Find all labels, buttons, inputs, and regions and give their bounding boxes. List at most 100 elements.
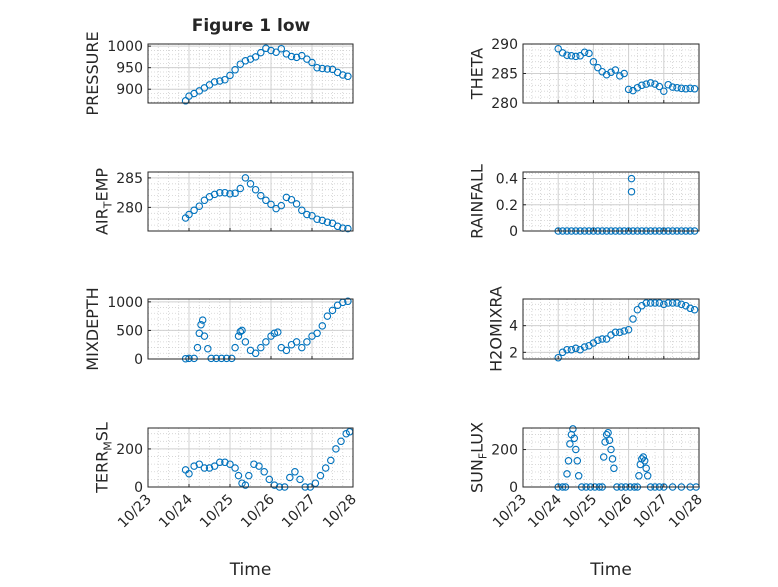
h2omixra-point <box>563 345 571 354</box>
theta-point <box>563 51 571 59</box>
theta-point <box>558 49 567 57</box>
rainfall-ytick-label: 0 <box>509 224 518 240</box>
figure-title: Figure 1 low <box>192 16 311 36</box>
terr_msl-point <box>200 464 209 472</box>
sun_flux-xtick-label: 10/24 <box>525 491 565 531</box>
sun_flux-point <box>635 472 643 480</box>
mixdepth-point <box>204 344 212 353</box>
theta-point <box>602 70 611 79</box>
terr_msl-point <box>216 458 224 467</box>
theta-point <box>660 87 668 95</box>
terr_msl-point <box>234 471 243 480</box>
rainfall-ytick-label: 0.2 <box>496 198 518 214</box>
pressure-point <box>257 48 265 57</box>
air_temp-point <box>308 211 316 220</box>
air_temp-point <box>236 184 245 193</box>
sun_flux-point <box>564 457 573 465</box>
theta-point <box>664 80 672 89</box>
terr_msl-point <box>332 445 340 453</box>
theta-point <box>633 83 642 92</box>
terr_msl-ytick-label: 200 <box>116 442 143 458</box>
mixdepth-point <box>251 349 260 358</box>
sun_flux-point <box>599 453 608 461</box>
air_temp-point <box>333 222 342 231</box>
terr_msl-ylabel: TERRMSL <box>93 422 115 494</box>
mixdepth-point <box>344 297 352 306</box>
air_temp-point <box>292 200 301 208</box>
terr_msl-point <box>337 437 345 446</box>
theta-point <box>682 85 690 93</box>
pressure-point <box>339 71 347 79</box>
air_temp-point <box>318 216 327 225</box>
h2omixra-point <box>580 343 589 351</box>
terr_msl-point <box>185 469 193 478</box>
pressure-point <box>318 64 327 73</box>
terr_msl-point <box>226 460 234 468</box>
theta-point <box>655 82 664 91</box>
mixdepth-point <box>262 338 270 346</box>
air_temp-point <box>195 202 204 210</box>
sun_flux-xtick-label: 10/27 <box>631 492 671 532</box>
sun_flux-xtick-label: 10/25 <box>560 492 600 532</box>
h2omixra-point <box>646 299 655 307</box>
pressure-point <box>210 78 219 86</box>
mixdepth-point <box>318 322 327 330</box>
air_temp-point <box>313 215 321 223</box>
theta-point <box>589 57 598 66</box>
h2omixra-point <box>554 353 562 362</box>
theta-point <box>620 69 628 78</box>
theta-point <box>642 80 650 88</box>
mixdepth-point <box>185 354 193 363</box>
terr_msl-point <box>221 458 229 467</box>
h2omixra-point <box>594 336 602 345</box>
mixdepth-point <box>231 343 239 352</box>
terr_msl-xtick-label: 10/27 <box>279 492 319 532</box>
sun_flux-point <box>602 430 611 439</box>
rainfall-axes-box <box>522 171 700 232</box>
terr_msl-xtick-label: 10/25 <box>197 492 237 532</box>
terr_msl-xtick-label: 10/26 <box>238 491 278 531</box>
air_temp-point <box>200 196 209 205</box>
pressure-point <box>267 46 275 55</box>
air_temp-point <box>287 195 296 204</box>
mixdepth-point <box>238 326 246 335</box>
pressure-point <box>221 75 229 84</box>
air_temp-ytick-label: 280 <box>116 200 143 216</box>
pressure-point <box>226 71 234 80</box>
theta-point <box>646 79 655 87</box>
mixdepth-point <box>298 343 306 352</box>
theta-point <box>607 68 615 77</box>
h2omixra-point <box>624 325 633 334</box>
theta-ytick-label: 290 <box>491 37 518 53</box>
theta-point <box>651 80 659 88</box>
terr_msl-point <box>260 468 268 476</box>
terr_msl-point <box>265 475 274 484</box>
mixdepth-axes-box <box>147 298 354 360</box>
air_temp-point <box>216 188 224 197</box>
mixdepth-point <box>241 338 250 346</box>
air_temp-point <box>262 196 270 205</box>
mixdepth-point <box>236 327 245 336</box>
h2omixra-point <box>567 345 576 354</box>
h2omixra-point <box>616 328 624 337</box>
terr_msl-point <box>210 462 219 470</box>
theta-point <box>673 83 681 92</box>
pressure-point <box>303 55 311 63</box>
h2omixra-point <box>611 328 620 337</box>
mixdepth-ytick-label: 0 <box>134 352 143 368</box>
terr_msl-point <box>286 473 294 482</box>
terr_msl-point <box>250 460 258 468</box>
sun_flux-point <box>610 464 618 473</box>
theta-point <box>572 52 580 61</box>
mixdepth-point <box>303 338 311 346</box>
air_temp-ytick-label: 285 <box>116 171 143 187</box>
theta-point <box>624 85 633 94</box>
pressure-point <box>298 51 306 60</box>
mixdepth-ylabel: MIXDEPTH <box>83 287 102 370</box>
mixdepth-point <box>274 328 282 336</box>
sun_flux-point <box>573 457 582 465</box>
terr_msl-point <box>291 468 299 476</box>
pressure-point <box>236 60 245 68</box>
sun_flux-point <box>639 453 648 461</box>
theta-ylabel: THETA <box>468 48 487 100</box>
